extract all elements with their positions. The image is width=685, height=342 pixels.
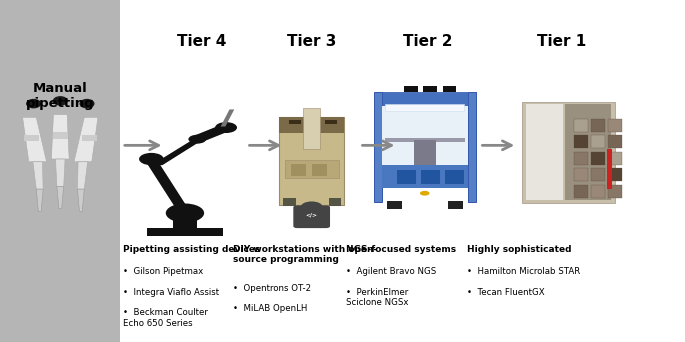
FancyBboxPatch shape <box>329 198 341 207</box>
Text: •  Tecan FluentGX: • Tecan FluentGX <box>467 288 545 297</box>
Text: •  Agilent Bravo NGS: • Agilent Bravo NGS <box>346 267 436 276</box>
Text: Manual
pipetting: Manual pipetting <box>26 82 95 110</box>
FancyBboxPatch shape <box>467 92 475 202</box>
FancyBboxPatch shape <box>284 198 296 207</box>
FancyBboxPatch shape <box>574 168 588 181</box>
FancyBboxPatch shape <box>312 165 327 176</box>
FancyBboxPatch shape <box>574 185 588 197</box>
Text: •  Gilson Pipetmax: • Gilson Pipetmax <box>123 267 203 276</box>
Polygon shape <box>55 159 65 186</box>
FancyBboxPatch shape <box>564 105 611 200</box>
FancyBboxPatch shape <box>382 106 467 188</box>
FancyBboxPatch shape <box>373 92 382 202</box>
Polygon shape <box>51 115 69 159</box>
Ellipse shape <box>26 99 41 108</box>
Polygon shape <box>23 117 47 162</box>
FancyBboxPatch shape <box>443 86 456 92</box>
Polygon shape <box>74 117 98 162</box>
FancyBboxPatch shape <box>279 117 345 205</box>
FancyBboxPatch shape <box>522 102 615 202</box>
Circle shape <box>139 153 164 165</box>
FancyBboxPatch shape <box>0 0 120 342</box>
FancyBboxPatch shape <box>382 92 467 106</box>
Polygon shape <box>221 109 234 127</box>
Polygon shape <box>145 161 191 213</box>
Text: •  Integra Viaflo Assist: • Integra Viaflo Assist <box>123 288 219 297</box>
FancyBboxPatch shape <box>303 108 320 149</box>
Polygon shape <box>57 186 64 209</box>
Circle shape <box>420 191 429 196</box>
FancyBboxPatch shape <box>574 119 588 132</box>
FancyBboxPatch shape <box>591 135 605 148</box>
Polygon shape <box>194 124 229 143</box>
Polygon shape <box>151 140 202 165</box>
FancyBboxPatch shape <box>591 185 605 197</box>
FancyBboxPatch shape <box>591 152 605 165</box>
FancyBboxPatch shape <box>285 160 338 179</box>
FancyBboxPatch shape <box>385 104 464 111</box>
FancyBboxPatch shape <box>445 170 464 184</box>
FancyBboxPatch shape <box>388 201 402 209</box>
FancyBboxPatch shape <box>608 168 622 181</box>
FancyBboxPatch shape <box>525 105 562 200</box>
Text: Tier 2: Tier 2 <box>403 34 453 49</box>
FancyBboxPatch shape <box>591 119 605 132</box>
FancyBboxPatch shape <box>173 213 197 228</box>
FancyBboxPatch shape <box>307 120 319 124</box>
Text: •  Opentrons OT-2: • Opentrons OT-2 <box>233 284 311 292</box>
Text: Highly sophisticated: Highly sophisticated <box>467 245 572 253</box>
FancyBboxPatch shape <box>289 120 301 124</box>
FancyBboxPatch shape <box>421 170 440 184</box>
FancyBboxPatch shape <box>385 138 464 142</box>
FancyBboxPatch shape <box>608 152 622 165</box>
Text: Tier 1: Tier 1 <box>537 34 586 49</box>
Text: Pipetting assisting devices: Pipetting assisting devices <box>123 245 261 253</box>
FancyBboxPatch shape <box>574 135 588 148</box>
FancyBboxPatch shape <box>382 165 467 188</box>
FancyBboxPatch shape <box>397 170 416 184</box>
Circle shape <box>166 203 204 223</box>
Text: </>: </> <box>306 212 318 217</box>
FancyBboxPatch shape <box>608 119 622 132</box>
Ellipse shape <box>53 96 68 106</box>
Polygon shape <box>33 162 43 189</box>
FancyBboxPatch shape <box>293 206 330 228</box>
Text: Tier 3: Tier 3 <box>287 34 336 49</box>
Text: •  Hamilton Microlab STAR: • Hamilton Microlab STAR <box>467 267 580 276</box>
FancyBboxPatch shape <box>607 148 612 189</box>
Text: Tier 4: Tier 4 <box>177 34 227 49</box>
Polygon shape <box>36 189 43 211</box>
Text: NGS-focused systems: NGS-focused systems <box>346 245 456 253</box>
Polygon shape <box>77 162 88 189</box>
FancyBboxPatch shape <box>82 135 97 141</box>
FancyBboxPatch shape <box>591 168 605 181</box>
Text: •  Beckman Coulter
Echo 650 Series: • Beckman Coulter Echo 650 Series <box>123 308 208 328</box>
Ellipse shape <box>79 99 95 108</box>
Circle shape <box>215 122 237 133</box>
FancyBboxPatch shape <box>414 140 436 169</box>
FancyBboxPatch shape <box>574 152 588 165</box>
FancyBboxPatch shape <box>404 86 418 92</box>
FancyBboxPatch shape <box>291 165 306 176</box>
FancyBboxPatch shape <box>24 135 39 141</box>
FancyBboxPatch shape <box>279 117 345 133</box>
Polygon shape <box>77 189 84 211</box>
Text: •  MiLAB OpenLH: • MiLAB OpenLH <box>233 304 308 313</box>
FancyBboxPatch shape <box>448 201 463 209</box>
FancyBboxPatch shape <box>608 135 622 148</box>
FancyBboxPatch shape <box>325 120 337 124</box>
FancyBboxPatch shape <box>53 132 68 139</box>
FancyBboxPatch shape <box>147 228 223 236</box>
FancyBboxPatch shape <box>608 185 622 197</box>
Text: DIY workstations with open-
source programming: DIY workstations with open- source progr… <box>233 245 377 264</box>
Circle shape <box>301 201 323 212</box>
Circle shape <box>188 135 206 144</box>
Text: •  PerkinElmer
Sciclone NGSx: • PerkinElmer Sciclone NGSx <box>346 288 408 307</box>
FancyBboxPatch shape <box>423 86 437 92</box>
